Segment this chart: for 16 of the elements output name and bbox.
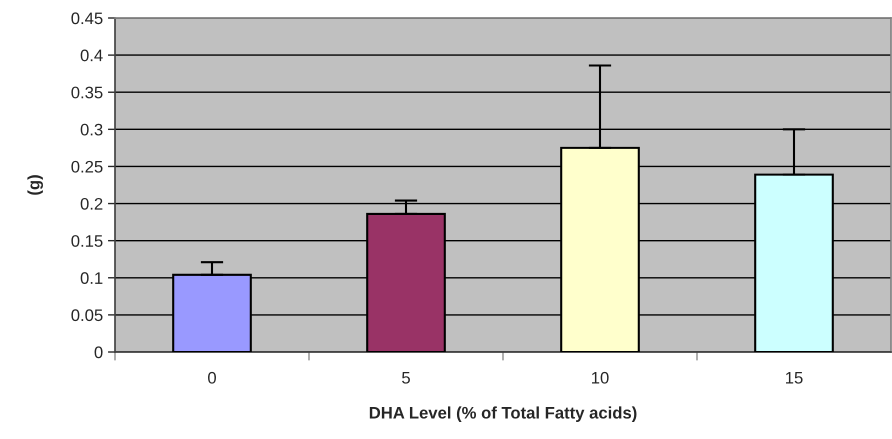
x-axis-title: DHA Level (% of Total Fatty acids): [370, 406, 636, 422]
x-tick-label: 15: [786, 372, 803, 384]
x-tick-label: 0: [208, 372, 216, 384]
x-tick-label: 10: [592, 372, 609, 384]
y-tick-label: 0.1: [80, 272, 102, 284]
y-tick-label: 0.05: [71, 309, 102, 322]
y-tick-label: 0.15: [71, 235, 102, 247]
y-tick-label: 0.25: [71, 160, 102, 173]
y-tick-label: 0.4: [80, 50, 103, 62]
y-tick-label: 0.35: [71, 86, 102, 98]
y-tick-label: 0.3: [80, 124, 102, 136]
x-tick-label: 5: [402, 372, 410, 384]
y-axis-title: (g): [27, 175, 43, 195]
y-tick-label: 0.2: [80, 198, 102, 210]
y-tick-label: 0: [94, 346, 103, 358]
y-tick-label: 0.45: [71, 12, 102, 24]
